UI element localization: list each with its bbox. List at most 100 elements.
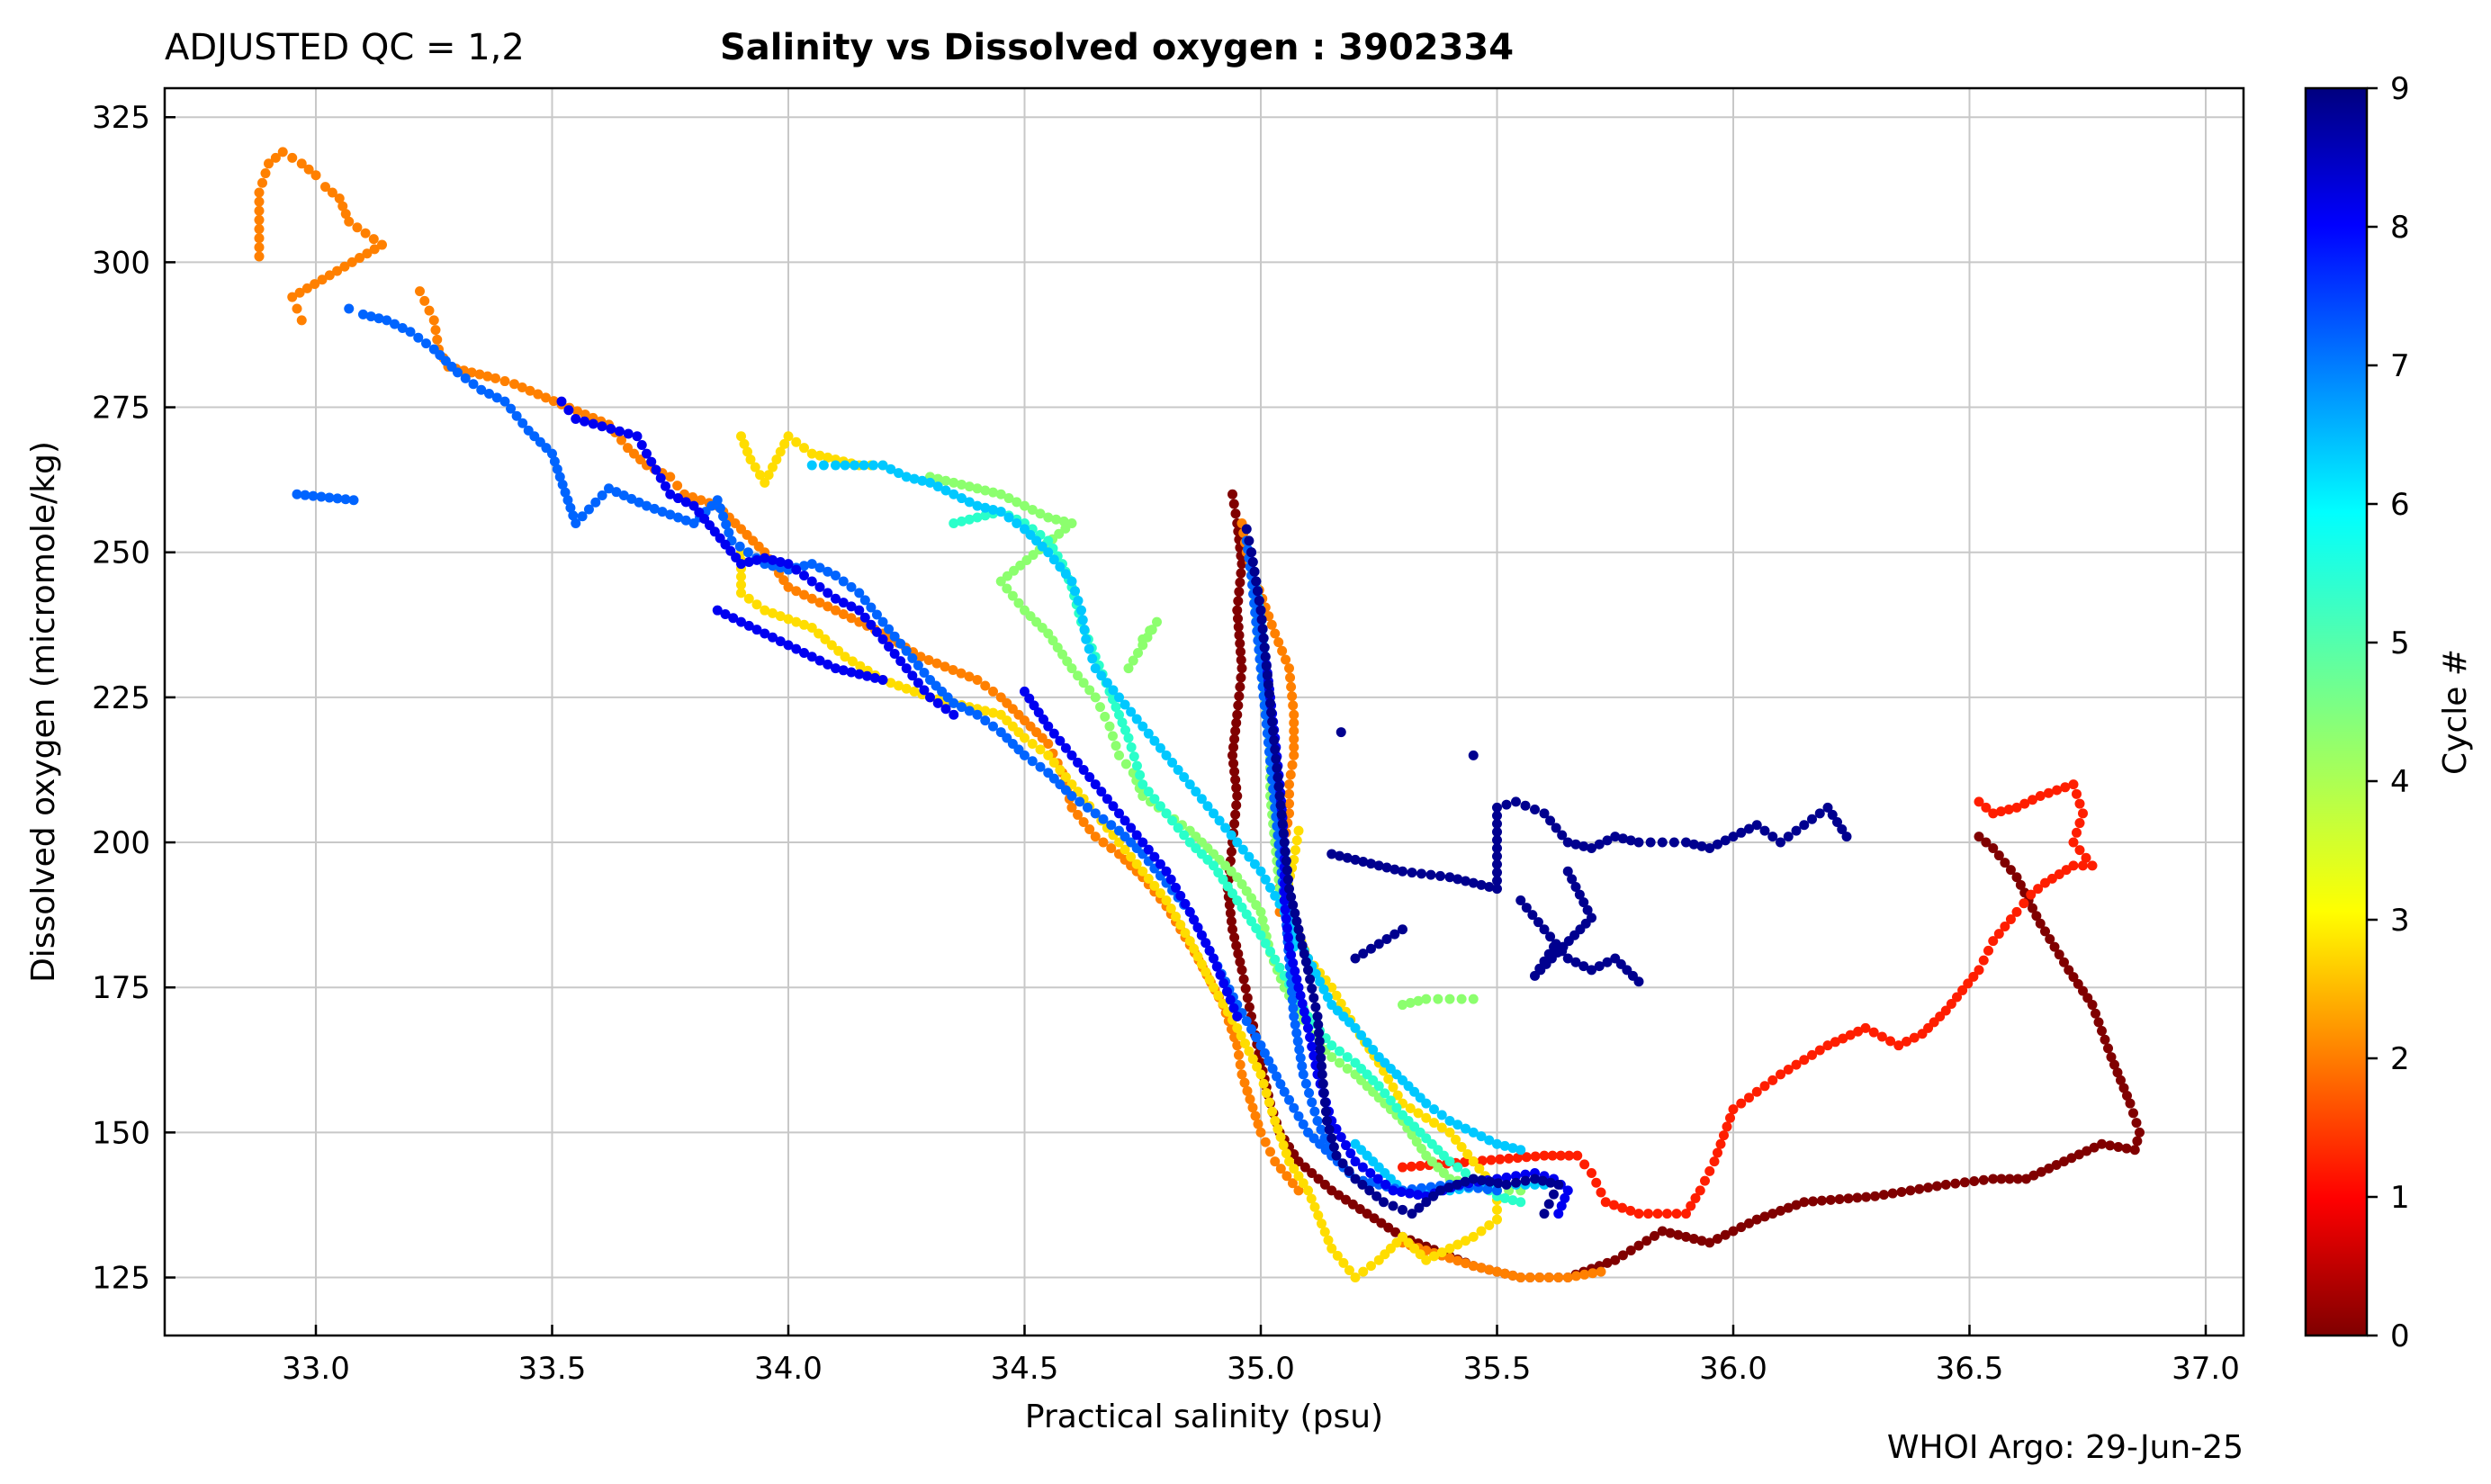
- data-point: [1492, 826, 1502, 837]
- data-point: [1633, 976, 1644, 987]
- data-point: [264, 158, 274, 169]
- data-point: [1048, 728, 1059, 739]
- data-point: [1870, 1191, 1880, 1201]
- data-point: [1591, 1177, 1602, 1188]
- data-point: [1078, 816, 1089, 827]
- data-point: [1246, 893, 1256, 904]
- data-point: [1504, 1153, 1515, 1164]
- data-point: [1291, 1028, 1302, 1039]
- data-point: [1530, 1174, 1540, 1184]
- data-point: [1033, 707, 1044, 718]
- data-point: [1288, 900, 1299, 911]
- colorbar-tick-label: 3: [2390, 903, 2410, 939]
- data-point: [949, 489, 959, 499]
- data-point: [1228, 489, 1237, 499]
- data-point: [1075, 796, 1085, 807]
- data-point: [1366, 859, 1376, 869]
- data-point: [1317, 1219, 1326, 1229]
- data-point: [2097, 1026, 2107, 1037]
- data-point: [1096, 787, 1107, 797]
- data-point: [739, 438, 750, 449]
- data-point: [1688, 839, 1699, 850]
- data-point: [1265, 697, 1275, 708]
- data-point: [1617, 1202, 1628, 1213]
- data-point: [806, 460, 817, 471]
- data-point: [1861, 1192, 1872, 1202]
- data-point: [1284, 884, 1294, 895]
- data-point: [791, 564, 802, 575]
- data-point: [1396, 1186, 1407, 1197]
- data-point: [1035, 761, 1046, 772]
- data-point: [980, 680, 991, 691]
- data-point: [254, 251, 265, 262]
- data-point: [838, 665, 849, 676]
- data-point: [1570, 839, 1581, 850]
- data-point: [2105, 1140, 2116, 1151]
- data-point: [611, 487, 622, 498]
- data-point: [1652, 1209, 1663, 1219]
- data-point: [1492, 1266, 1502, 1277]
- series-cycle-4: [925, 472, 1526, 1196]
- data-point: [1335, 1132, 1346, 1143]
- x-tick-label: 35.0: [1227, 1351, 1295, 1387]
- x-tick-label: 35.5: [1463, 1351, 1532, 1387]
- data-point: [346, 256, 357, 267]
- data-point: [1298, 1178, 1308, 1189]
- data-point: [1539, 956, 1550, 967]
- data-point: [1421, 1255, 1432, 1265]
- data-point: [2103, 1043, 2113, 1054]
- data-point: [1304, 1088, 1315, 1099]
- data-point: [972, 709, 983, 720]
- data-point: [474, 369, 485, 380]
- data-point: [1228, 758, 1239, 769]
- data-point: [1344, 1165, 1354, 1176]
- data-point: [1305, 1032, 1316, 1043]
- data-point: [324, 270, 335, 281]
- data-point: [1251, 576, 1262, 587]
- data-point: [1120, 759, 1131, 769]
- data-point: [1149, 880, 1160, 891]
- data-point: [1380, 1179, 1391, 1190]
- data-point: [316, 491, 327, 502]
- data-point: [344, 303, 355, 314]
- data-point: [1940, 1005, 1951, 1016]
- data-point: [721, 519, 732, 530]
- data-point: [1209, 808, 1219, 819]
- data-point: [1228, 750, 1237, 760]
- data-point: [1255, 866, 1266, 877]
- data-point: [1232, 1022, 1243, 1033]
- data-point: [2087, 1000, 2098, 1011]
- data-point: [1429, 1251, 1439, 1262]
- data-point: [1289, 1164, 1299, 1174]
- data-point: [1167, 815, 1178, 826]
- data-point: [2068, 779, 2079, 790]
- data-point: [1814, 808, 1825, 819]
- data-point: [1299, 1162, 1310, 1173]
- data-point: [823, 588, 833, 598]
- data-point: [1413, 1190, 1424, 1201]
- data-point: [1233, 700, 1244, 711]
- data-point: [1814, 1045, 1825, 1056]
- data-point: [1138, 866, 1148, 877]
- data-point: [1832, 816, 1842, 827]
- data-point: [2051, 1159, 2062, 1170]
- data-point: [1385, 1095, 1396, 1106]
- data-point: [1704, 842, 1715, 853]
- data-point: [1138, 640, 1148, 651]
- data-point: [1100, 711, 1111, 722]
- data-point: [362, 248, 373, 259]
- data-point: [1290, 908, 1300, 919]
- data-point: [1978, 955, 1989, 966]
- data-point: [1783, 1202, 1794, 1213]
- data-point: [1232, 895, 1243, 906]
- data-point: [1357, 1179, 1368, 1190]
- data-point: [743, 593, 754, 604]
- data-point: [1244, 1046, 1254, 1057]
- data-point: [1704, 1237, 1715, 1248]
- data-point: [308, 490, 319, 501]
- data-point: [1468, 1231, 1479, 1242]
- data-point: [1543, 1273, 1554, 1283]
- data-point: [1312, 1011, 1323, 1021]
- data-point: [1421, 994, 1432, 1004]
- data-point: [1512, 1153, 1523, 1164]
